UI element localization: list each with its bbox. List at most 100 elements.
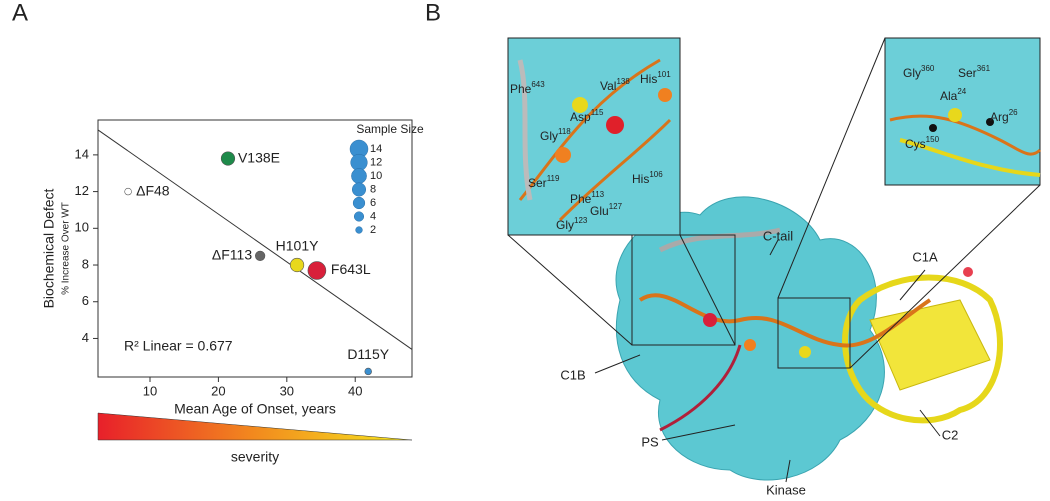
x-tick-label: 40 — [348, 383, 362, 398]
structure-labels: C-tailC1AC1BC2PSKinasePhe643Asp115Val138… — [510, 64, 1018, 497]
point-label: H101Y — [276, 238, 319, 254]
y-tick-label: 12 — [75, 183, 89, 198]
residue-label: Val138 — [600, 77, 630, 93]
residue-label: Gly118 — [540, 127, 571, 143]
size-legend-marker — [351, 168, 367, 184]
residue-label: Ser361 — [958, 64, 991, 80]
residue-number: 24 — [957, 87, 966, 96]
residue-label: Cys150 — [905, 135, 940, 151]
point — [255, 250, 266, 261]
residue-number: 127 — [609, 202, 623, 211]
residue-number: 361 — [977, 64, 991, 73]
residue-label: Glu127 — [590, 202, 623, 218]
residue-label: Gly123 — [556, 216, 588, 232]
residue-name: Ala — [940, 89, 958, 103]
size-legend-marker — [351, 182, 367, 197]
residue-label: His101 — [640, 70, 671, 86]
residue-name: Gly — [540, 129, 558, 143]
x-tick-label: 30 — [280, 383, 294, 398]
residue-name: His — [640, 72, 657, 86]
residue-name: Gly — [556, 218, 574, 232]
residue-label: Asp115 — [570, 108, 604, 124]
structure-label: C2 — [942, 427, 959, 442]
residue-number: 106 — [649, 170, 663, 179]
point-label: V138E — [238, 149, 280, 165]
panel-label: B — [425, 0, 441, 26]
residue-name: Cys — [905, 137, 926, 151]
size-legend-label: 10 — [370, 170, 382, 182]
residue-number: 643 — [531, 80, 545, 89]
y-tick-label: 8 — [82, 256, 89, 271]
structure — [507, 37, 1042, 483]
severity-label: severity — [231, 449, 279, 465]
x-axis-label: Mean Age of Onset, years — [174, 401, 336, 417]
residue-label: Ala24 — [940, 87, 967, 103]
residue-label: Phe113 — [570, 190, 605, 206]
size-legend-title: Sample Size — [356, 122, 424, 136]
severity-gradient — [97, 412, 413, 441]
residue-label: His106 — [632, 170, 663, 186]
residue-number: 360 — [921, 64, 935, 73]
structure-label: PS — [641, 434, 659, 449]
annotation: R² Linear = 0.677 — [124, 338, 233, 354]
structure-label: C1B — [560, 367, 585, 382]
residue-name: Val — [600, 79, 616, 93]
residue-name: Gly — [903, 66, 921, 80]
residue-name: Asp — [570, 110, 591, 124]
size-legend-marker — [352, 196, 366, 210]
point — [220, 151, 236, 166]
y-axis-label: Biochemical Defect — [41, 188, 57, 308]
trend-line — [97, 129, 413, 350]
residue-name: Glu — [590, 204, 609, 218]
size-legend-label: 4 — [370, 210, 376, 222]
structure-label: Kinase — [766, 482, 806, 497]
residue-number: 118 — [558, 127, 571, 136]
point — [124, 187, 132, 196]
point — [289, 257, 305, 273]
point-label: F643L — [331, 261, 371, 277]
residue-number: 26 — [1009, 108, 1018, 117]
point — [364, 367, 372, 376]
x-tick-label: 20 — [211, 383, 225, 398]
y-axis-sublabel: % Increase Over WT — [61, 202, 72, 295]
point-label: D115Y — [347, 346, 389, 362]
y-tick-label: 14 — [75, 146, 89, 161]
residue-number: 123 — [574, 216, 588, 225]
residue-number: 115 — [591, 108, 604, 117]
residue-label: Gly360 — [903, 64, 935, 80]
residue-number: 101 — [657, 70, 671, 79]
residue-label: Arg26 — [990, 108, 1018, 124]
y-tick-label: 6 — [82, 293, 89, 308]
residue-number: 119 — [547, 174, 560, 183]
point-label: ΔF113 — [212, 247, 252, 263]
residue-label: Phe643 — [510, 80, 545, 96]
residue-name: Ser — [528, 176, 547, 190]
size-legend-label: 6 — [370, 197, 376, 209]
y-tick-label: 10 — [75, 220, 89, 235]
residue-number: 113 — [591, 190, 604, 199]
size-legend-label: 14 — [370, 143, 382, 155]
point — [307, 261, 327, 280]
residue-name: Arg — [990, 110, 1009, 124]
size-legend-label: 2 — [370, 224, 376, 236]
plot-frame — [97, 119, 413, 378]
residue-number: 138 — [616, 77, 630, 86]
x-tick-label: 10 — [143, 383, 157, 398]
residue-name: Phe — [510, 82, 532, 96]
panel-label: A — [12, 0, 28, 26]
residue-name: His — [632, 172, 649, 186]
residue-number: 150 — [926, 135, 940, 144]
size-legend-marker — [355, 226, 363, 234]
size-legend-label: 12 — [370, 156, 382, 168]
residue-label: Ser119 — [528, 174, 560, 190]
size-legend-marker — [353, 211, 365, 222]
y-tick-label: 4 — [82, 330, 89, 345]
residue-name: Ser — [958, 66, 977, 80]
structure-label: C-tail — [763, 228, 793, 243]
residue-name: Phe — [570, 192, 592, 206]
structure-label: C1A — [912, 249, 938, 264]
point-label: ΔF48 — [136, 182, 170, 198]
size-legend-label: 8 — [370, 183, 376, 195]
